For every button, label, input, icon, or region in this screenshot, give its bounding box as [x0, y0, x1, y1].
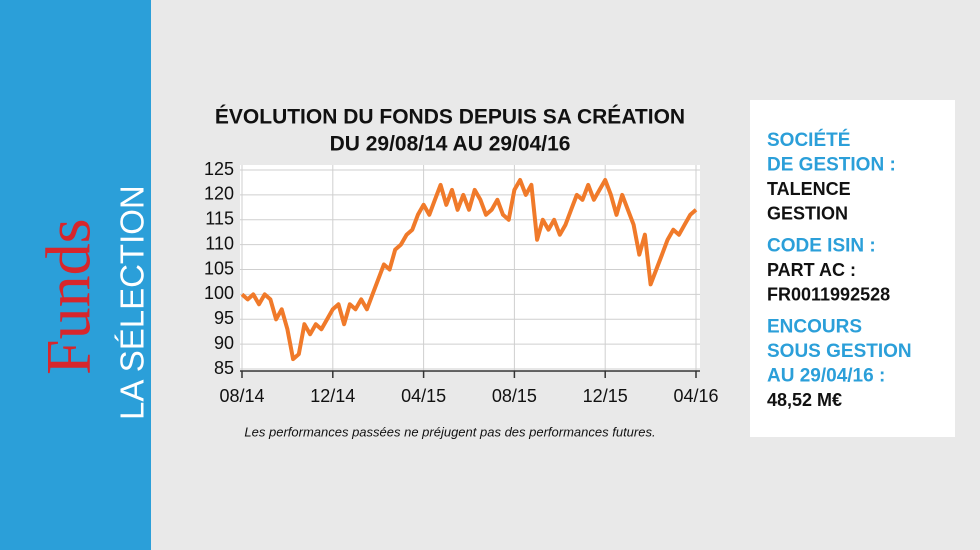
- info-label: ENCOURS: [767, 317, 862, 338]
- info-label: DE GESTION :: [767, 155, 896, 176]
- y-tick-label: 120: [204, 184, 234, 204]
- y-tick-label: 100: [204, 283, 234, 303]
- info-label: AU 29/04/16 :: [767, 366, 885, 387]
- info-value: TALENCE: [767, 179, 851, 199]
- info-value: PART AC :: [767, 260, 856, 280]
- y-tick-label: 95: [214, 308, 234, 328]
- y-tick-label: 125: [204, 159, 234, 179]
- chart-subtitle: DU 29/08/14 AU 29/04/16: [330, 133, 571, 156]
- info-value: GESTION: [767, 203, 848, 223]
- info-label: CODE ISIN :: [767, 236, 876, 257]
- x-tick-label: 12/14: [310, 386, 355, 406]
- x-tick-label: 08/15: [492, 386, 537, 406]
- x-tick-label: 04/16: [673, 386, 718, 406]
- info-value: 48,52 M€: [767, 390, 842, 410]
- info-label: SOUS GESTION: [767, 341, 912, 362]
- x-tick-label: 12/15: [583, 386, 628, 406]
- y-tick-label: 105: [204, 258, 234, 278]
- x-tick-label: 04/15: [401, 386, 446, 406]
- y-tick-label: 90: [214, 333, 234, 353]
- sidebar: [0, 0, 151, 550]
- sidebar-title: Funds: [33, 219, 104, 376]
- x-tick-label: 08/14: [219, 386, 264, 406]
- plot-area: [240, 165, 700, 371]
- y-tick-label: 85: [214, 358, 234, 378]
- sidebar-subtitle: LA SÉLECTION: [114, 185, 151, 420]
- y-tick-label: 110: [205, 233, 234, 253]
- y-tick-label: 115: [205, 209, 234, 229]
- chart-title: ÉVOLUTION DU FONDS DEPUIS SA CRÉATION: [215, 106, 685, 129]
- info-panel: [750, 100, 955, 437]
- info-value: FR0011992528: [767, 284, 890, 304]
- info-label: SOCIÉTÉ: [767, 129, 850, 151]
- series-line: [240, 178, 698, 362]
- chart-note: Les performances passées ne préjugent pa…: [244, 424, 655, 439]
